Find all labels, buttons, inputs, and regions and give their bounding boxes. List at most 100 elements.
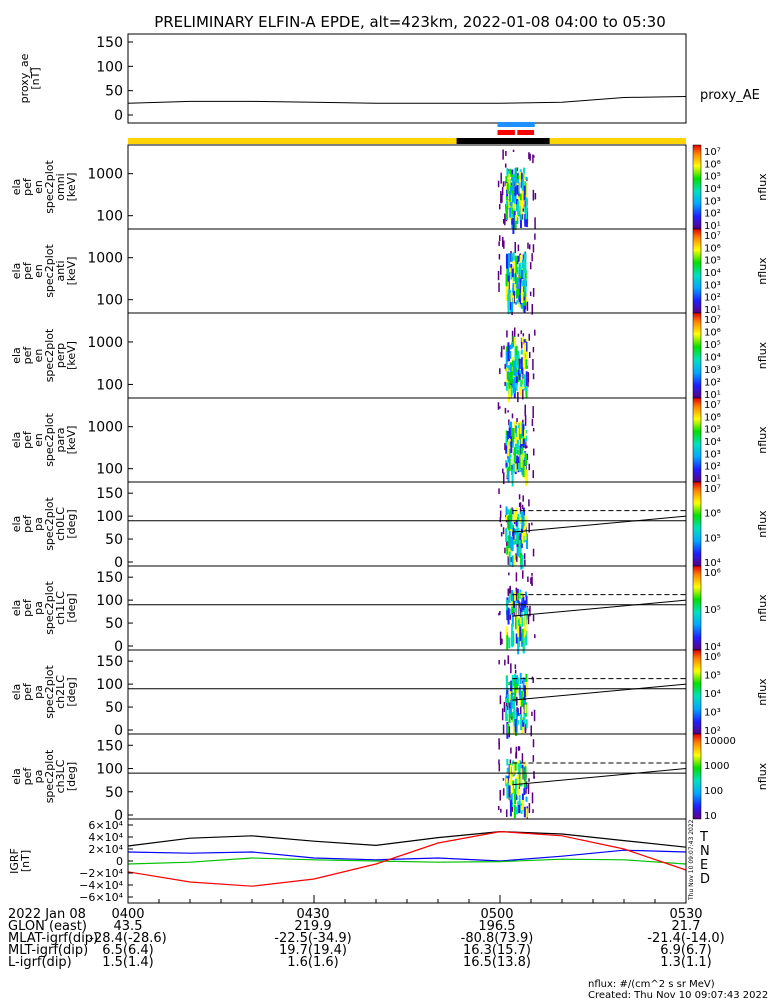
spectrogram-cell: [504, 213, 506, 226]
spectrogram-cell: [517, 369, 520, 376]
spectrogram-cell: [518, 300, 521, 308]
y-tick-label: 50: [105, 700, 123, 716]
spectrogram-cell: [508, 572, 510, 576]
panel-frame: [127, 312, 687, 399]
spectrogram-cell: [506, 546, 509, 555]
spectrogram-cell: [511, 469, 514, 487]
spectrogram-cell: [511, 218, 514, 225]
spectrogram-cell: [502, 219, 505, 224]
spectrogram-cell: [512, 762, 515, 775]
spectrogram-cell: [515, 301, 518, 305]
spectrogram-cell: [506, 767, 509, 774]
spectrogram-cell: [499, 789, 501, 801]
spectrogram-cell: [523, 553, 526, 559]
spectrogram-cell: [522, 261, 525, 279]
spectrogram-cell: [502, 181, 505, 188]
spectrogram-cell: [511, 208, 514, 215]
y-axis-label: IGRF: [8, 848, 21, 874]
spectrogram-cell: [527, 576, 529, 583]
spectrogram-cell: [525, 673, 528, 682]
spectrogram-cell: [524, 441, 527, 449]
spectrogram-cell: [508, 785, 511, 798]
spectrogram-cell: [520, 200, 523, 215]
spectrogram-cell: [516, 543, 519, 556]
spectrogram-cell: [513, 805, 516, 819]
spectrogram-cell: [505, 435, 508, 446]
spectrogram-cell: [516, 719, 519, 725]
spectrogram-cell: [517, 180, 520, 194]
spectrogram-cell: [507, 365, 510, 370]
y-tick-label: 100: [96, 509, 123, 525]
spectrogram-cell: [511, 623, 514, 632]
spectrogram-cell: [514, 788, 517, 805]
spectrogram-cell: [525, 785, 528, 789]
orbit-row-value: 1.3(1.1): [660, 955, 712, 970]
spectrogram-cell: [516, 696, 518, 706]
spectrogram-cell: [534, 193, 537, 200]
spectrogram-cell: [532, 373, 535, 380]
y-tick-label: 100: [96, 462, 123, 478]
y-axis-label: ela: [10, 263, 23, 280]
y-tick-label: 50: [105, 84, 123, 100]
spectrogram-cell: [528, 333, 530, 341]
spectrogram-cell: [510, 702, 513, 713]
spectrogram-cell: [532, 189, 535, 201]
colorbar-tick-label: 10⁶: [704, 509, 721, 520]
spectrogram-cell: [508, 702, 511, 713]
spectrogram-cell: [505, 701, 508, 710]
colorbar: [692, 481, 702, 567]
spectrogram-cell: [500, 265, 502, 275]
y-axis-label: ela: [10, 432, 23, 449]
spectrogram-cell: [503, 240, 505, 249]
colorbar-tick-label: 10⁷: [704, 315, 721, 326]
spectrogram-cell: [507, 342, 510, 359]
spectrogram-cell: [510, 522, 513, 530]
y-tick-label: 150: [96, 738, 123, 754]
spectrogram-cell: [513, 712, 516, 727]
spectrogram-cell: [505, 150, 507, 156]
y-axis-label: en: [32, 264, 45, 278]
spectrogram-cell: [520, 632, 523, 641]
y-tick-label: 4×10⁴: [88, 831, 123, 844]
science-zone-bar: [517, 130, 535, 135]
spectrogram-cell: [523, 279, 526, 287]
spectrogram-cell: [534, 634, 536, 639]
colorbar-tick-label: 10: [704, 811, 717, 822]
spectrogram-cell: [506, 758, 509, 766]
spectrogram-cell: [514, 664, 517, 669]
spectrogram-cell: [506, 183, 509, 194]
y-axis-label: [keV]: [65, 426, 78, 455]
y-tick-label: 50: [105, 532, 123, 548]
spectrogram-cell: [509, 267, 512, 273]
spectrogram-cell: [515, 553, 517, 560]
colorbar-tick-label: 10³: [704, 365, 721, 376]
spectrogram-cell: [511, 508, 514, 515]
spectrogram-cell: [525, 176, 528, 180]
spectrogram-cell: [505, 273, 508, 287]
spectrogram-cell: [522, 280, 525, 287]
spectrogram-cell: [505, 430, 508, 435]
spectrogram-cell: [522, 389, 524, 400]
y-axis-label: en: [32, 180, 45, 194]
spectrogram-cell: [524, 771, 527, 779]
spectrogram-cell: [521, 511, 524, 529]
spectrogram-cell: [507, 410, 509, 413]
spectrogram-cell: [499, 631, 502, 641]
spectrogram-cell: [516, 167, 519, 172]
spectrogram-cell: [505, 626, 508, 640]
spectrogram-cell: [517, 746, 520, 751]
colorbar-tick-label: 10⁴: [704, 689, 721, 700]
y-tick-label: 100: [96, 59, 123, 75]
spectrogram-cell: [504, 407, 507, 414]
spectrogram-cell: [511, 413, 514, 419]
spectrogram-cell: [512, 282, 515, 293]
spectrogram-cell: [509, 454, 512, 458]
igrf-N-line: [127, 849, 687, 862]
y-axis-label: ch0LC: [54, 507, 67, 541]
spectrogram-cell: [531, 418, 534, 427]
panel-frame: [127, 397, 687, 483]
spectrogram-cell: [507, 694, 510, 700]
spectrogram-cell: [525, 354, 528, 369]
spectrogram-cell: [505, 176, 508, 184]
